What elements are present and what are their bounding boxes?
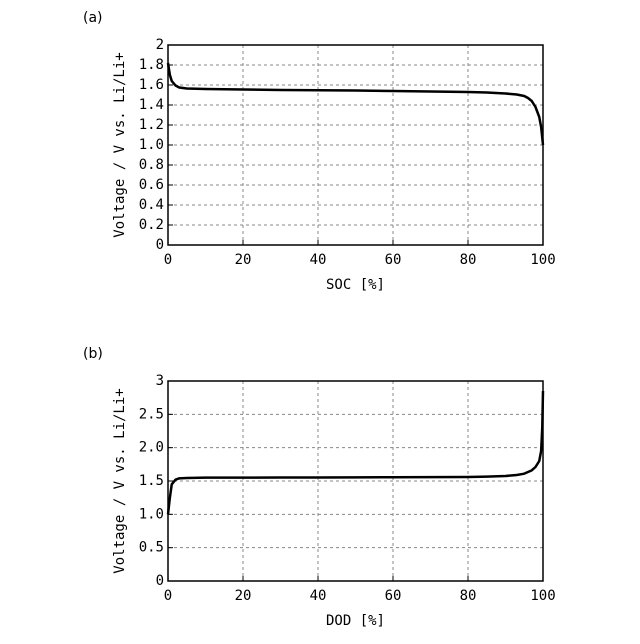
data-line xyxy=(168,63,543,145)
x-tick-label: 0 xyxy=(164,252,172,268)
y-tick-label: 1.2 xyxy=(139,117,164,133)
y-tick-label: 2 xyxy=(156,37,164,53)
y-tick-label: 2.5 xyxy=(139,406,164,422)
y-tick-label: 0.8 xyxy=(139,157,164,173)
y-tick-label: 1.0 xyxy=(139,506,164,522)
figure: (a)00.20.40.60.81.01.21.41.61.8202040608… xyxy=(0,0,640,640)
x-tick-label: 20 xyxy=(235,252,252,268)
x-tick-label: 40 xyxy=(310,588,327,604)
x-tick-label: 80 xyxy=(460,588,477,604)
y-tick-label: 0 xyxy=(156,573,164,589)
x-tick-label: 80 xyxy=(460,252,477,268)
x-tick-label: 20 xyxy=(235,588,252,604)
data-line xyxy=(168,391,543,514)
panel-label: (b) xyxy=(83,346,103,362)
x-tick-label: 0 xyxy=(164,588,172,604)
y-tick-label: 1.5 xyxy=(139,473,164,489)
y-tick-label: 0.2 xyxy=(139,217,164,233)
panel-label: (a) xyxy=(83,10,103,26)
x-tick-label: 60 xyxy=(385,252,402,268)
y-tick-label: 1.0 xyxy=(139,137,164,153)
y-tick-label: 0.5 xyxy=(139,540,164,556)
x-axis-label: SOC [%] xyxy=(326,277,385,293)
x-axis-label: DOD [%] xyxy=(326,613,385,629)
y-axis-label: Voltage / V vs. Li/Li+ xyxy=(112,52,128,237)
y-tick-label: 1.8 xyxy=(139,57,164,73)
x-tick-label: 100 xyxy=(530,252,555,268)
y-tick-label: 2.0 xyxy=(139,440,164,456)
y-tick-label: 1.4 xyxy=(139,97,164,113)
x-tick-label: 100 xyxy=(530,588,555,604)
y-tick-label: 0 xyxy=(156,237,164,253)
y-tick-label: 1.6 xyxy=(139,77,164,93)
y-tick-label: 0.4 xyxy=(139,197,164,213)
x-tick-label: 40 xyxy=(310,252,327,268)
y-tick-label: 3 xyxy=(156,373,164,389)
x-tick-label: 60 xyxy=(385,588,402,604)
y-tick-label: 0.6 xyxy=(139,177,164,193)
y-axis-label: Voltage / V vs. Li/Li+ xyxy=(112,388,128,573)
